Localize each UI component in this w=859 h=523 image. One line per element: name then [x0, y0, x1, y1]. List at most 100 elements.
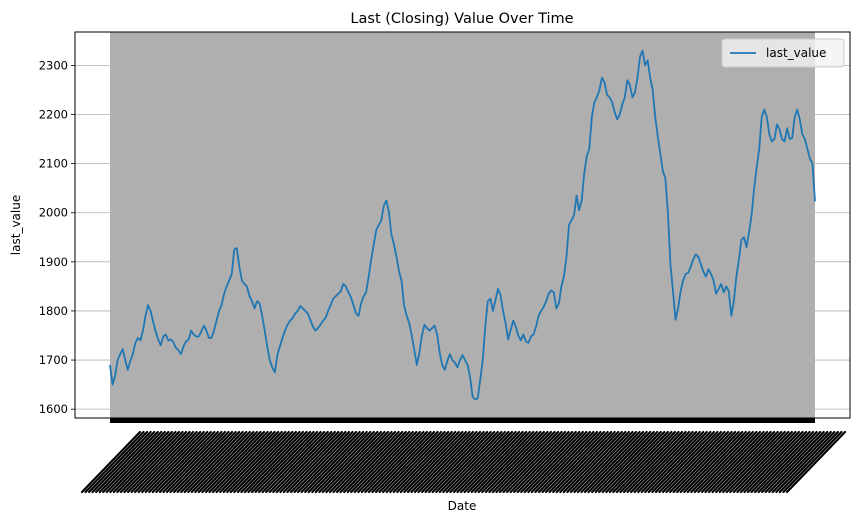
- x-tick-label: [236, 430, 297, 494]
- x-axis-label: Date: [448, 499, 477, 513]
- legend: last_value: [721, 38, 845, 68]
- legend-box: [721, 38, 845, 68]
- x-tick-label: [693, 430, 754, 494]
- x-tick-label: [725, 430, 786, 494]
- x-tick-label: [343, 430, 404, 494]
- x-tick-label: [105, 430, 166, 494]
- x-tick-label: [378, 430, 439, 494]
- x-tick-label: [173, 430, 234, 494]
- y-gridlines: [75, 64, 850, 410]
- x-tick-label: [151, 430, 212, 494]
- x-tick-label: [509, 430, 570, 494]
- x-tick-label: [700, 430, 762, 494]
- x-tick-label: [428, 430, 489, 494]
- x-tick-label: [707, 430, 769, 494]
- x-tick-label: [243, 430, 305, 494]
- x-tick-label: [523, 430, 584, 494]
- x-tick-label: [204, 430, 266, 494]
- x-tick-label: [371, 430, 432, 494]
- x-tick-label: [282, 430, 344, 494]
- x-tick-label: [98, 430, 159, 494]
- x-tick-label: [130, 430, 191, 494]
- x-tick-label: [615, 430, 677, 494]
- x-tick-label: [406, 430, 468, 494]
- x-tick-label: [247, 430, 308, 494]
- x-tick-label: [544, 430, 606, 494]
- x-tick-label: [109, 430, 170, 494]
- x-tick-label: [679, 430, 740, 494]
- x-tick-label: [300, 430, 361, 494]
- x-tick-label: [102, 430, 163, 494]
- x-tick-label: [686, 430, 747, 494]
- x-tick-label: [555, 430, 616, 494]
- x-tick-label: [208, 430, 269, 494]
- x-axis-ticks: [80, 418, 847, 494]
- legend-label: last_value: [766, 46, 826, 60]
- x-tick-label: [516, 430, 577, 494]
- x-tick-label: [552, 430, 613, 494]
- x-tick-label: [481, 430, 542, 494]
- x-tick-label: [506, 430, 567, 494]
- x-tick-label: [601, 430, 662, 494]
- x-tick-label: [226, 430, 287, 494]
- x-tick-label: [711, 430, 772, 494]
- x-tick-label: [289, 430, 351, 494]
- x-tick-label: [527, 430, 588, 494]
- x-tick-label: [764, 430, 825, 494]
- x-tick-label: [87, 430, 149, 494]
- x-tick-label: [750, 430, 811, 494]
- x-tick-label: [530, 430, 592, 494]
- x-tick-label: [194, 430, 255, 494]
- x-tick-label: [778, 430, 840, 494]
- x-tick-label: [704, 430, 765, 494]
- x-tick-label: [658, 430, 719, 494]
- x-tick-label: [80, 430, 142, 494]
- x-tick-label: [445, 430, 506, 494]
- x-tick-label: [647, 430, 708, 494]
- x-tick-label: [668, 430, 730, 494]
- x-tick-label: [491, 430, 553, 494]
- x-tick-label: [144, 430, 205, 494]
- x-tick-label: [95, 430, 156, 494]
- x-tick-label: [715, 430, 776, 494]
- x-tick-label: [690, 430, 751, 494]
- x-tick-label: [736, 430, 797, 494]
- x-tick-label: [569, 430, 630, 494]
- x-tick-label: [495, 430, 556, 494]
- x-tick-label: [651, 430, 712, 494]
- x-tick-label: [417, 430, 478, 494]
- x-tick-label: [250, 430, 312, 494]
- x-tick-label: [413, 430, 475, 494]
- x-tick-label: [314, 430, 375, 494]
- x-tick-label: [771, 430, 832, 494]
- x-tick-label: [782, 430, 843, 494]
- x-tick-label: [123, 430, 184, 494]
- x-tick-label: [672, 430, 733, 494]
- x-tick-label: [459, 430, 521, 494]
- x-tick-label: [360, 430, 421, 494]
- x-tick-label: [190, 430, 251, 494]
- x-tick-label: [498, 430, 560, 494]
- x-tick-label: [502, 430, 563, 494]
- x-tick-label: [435, 430, 496, 494]
- y-tick-label: 1800: [39, 304, 68, 318]
- x-tick-label: [785, 430, 847, 494]
- x-tick-label: [580, 430, 641, 494]
- x-tick-label: [626, 430, 687, 494]
- x-tick-label: [297, 430, 358, 494]
- x-tick-label: [335, 430, 397, 494]
- x-tick-label: [339, 430, 400, 494]
- x-tick-label: [265, 430, 326, 494]
- x-tick-label: [155, 430, 216, 494]
- x-tick-label: [176, 430, 237, 494]
- x-tick-label: [382, 430, 443, 494]
- x-tick-label: [158, 430, 220, 494]
- x-tick-label: [757, 430, 818, 494]
- plot-fill-region: [110, 32, 815, 418]
- x-tick-label: [307, 430, 368, 494]
- x-tick-label: [775, 430, 836, 494]
- x-tick-label: [325, 430, 386, 494]
- x-tick-label: [484, 430, 545, 494]
- x-tick-label: [573, 430, 634, 494]
